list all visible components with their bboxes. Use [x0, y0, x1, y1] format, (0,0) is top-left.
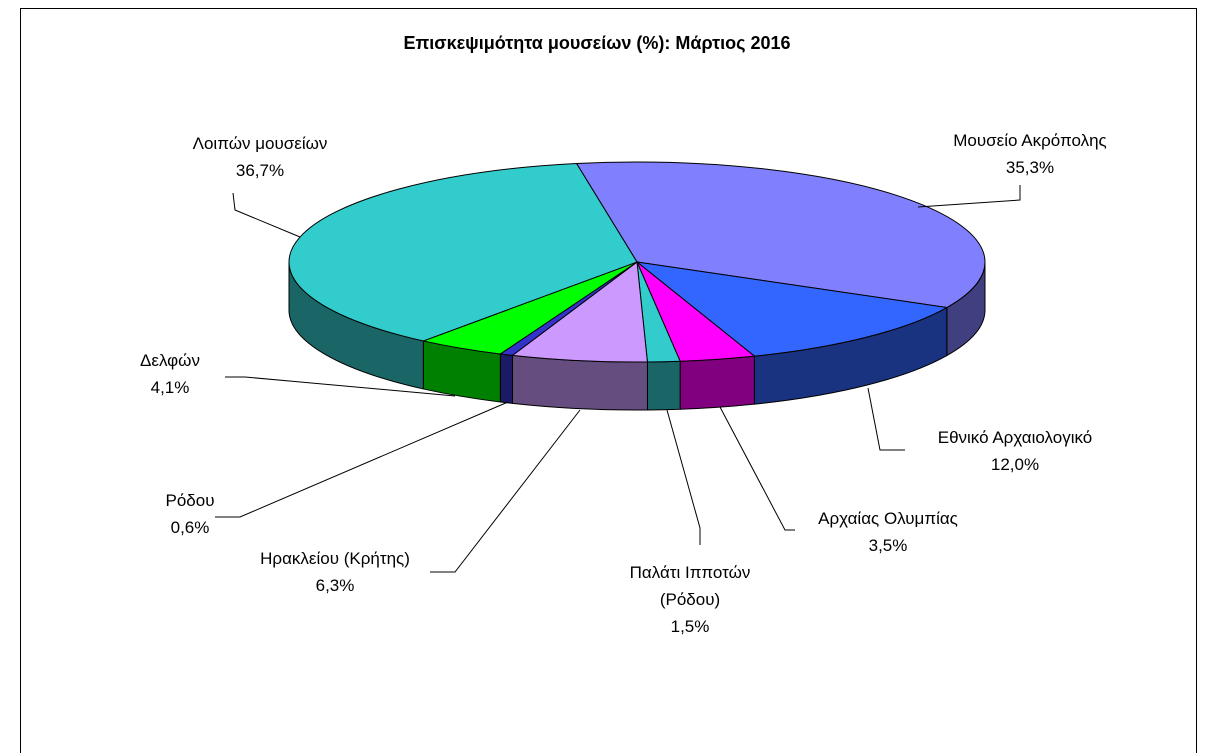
slice-value-label: 6,3% [315, 576, 355, 595]
slice-label: Λοιπών μουσείων [192, 134, 328, 153]
leader-line [430, 409, 581, 573]
slice-value-label: 1,5% [670, 617, 710, 636]
pie-slice [635, 261, 949, 357]
slice-label: Δελφών [140, 351, 200, 370]
chart-title: Επισκεψιμότητα μουσείων (%): Μάρτιος 201… [403, 33, 791, 53]
leader-line [867, 387, 905, 451]
slice-value-label: 4,1% [150, 378, 190, 397]
slice-label: Παλάτι Ιπποτών (Ρόδου) [629, 563, 751, 609]
leader-line [917, 185, 1021, 208]
slice-value-label: 36,7% [235, 161, 285, 180]
pie-slice [288, 163, 638, 342]
slice-label: Αρχαίας Ολυμπίας [818, 509, 958, 528]
pie-wall [512, 354, 648, 411]
pie-wall [679, 355, 755, 410]
slice-value-label: 35,3% [1005, 158, 1055, 177]
slice-value-label: 3,5% [868, 536, 908, 555]
pie-wall [646, 360, 681, 411]
chart-frame [20, 8, 1197, 753]
slice-label: Ρόδου [165, 491, 215, 510]
pie-wall [499, 353, 514, 404]
slice-label: Ηρακλείου (Κρήτης) [260, 549, 410, 568]
slice-value-label: 12,0% [990, 455, 1040, 474]
slice-label: Μουσείο Ακρόπολης [953, 131, 1107, 150]
pie-slice [575, 161, 986, 309]
leader-line [666, 409, 701, 545]
leader-line [215, 401, 509, 518]
pie-slice [511, 261, 648, 363]
leader-line [232, 192, 301, 238]
leader-line [719, 406, 795, 531]
leader-line [225, 376, 456, 397]
slice-value-label: 0,6% [170, 518, 210, 537]
slice-label: Εθνικό Αρχαιολογικό [937, 428, 1093, 447]
